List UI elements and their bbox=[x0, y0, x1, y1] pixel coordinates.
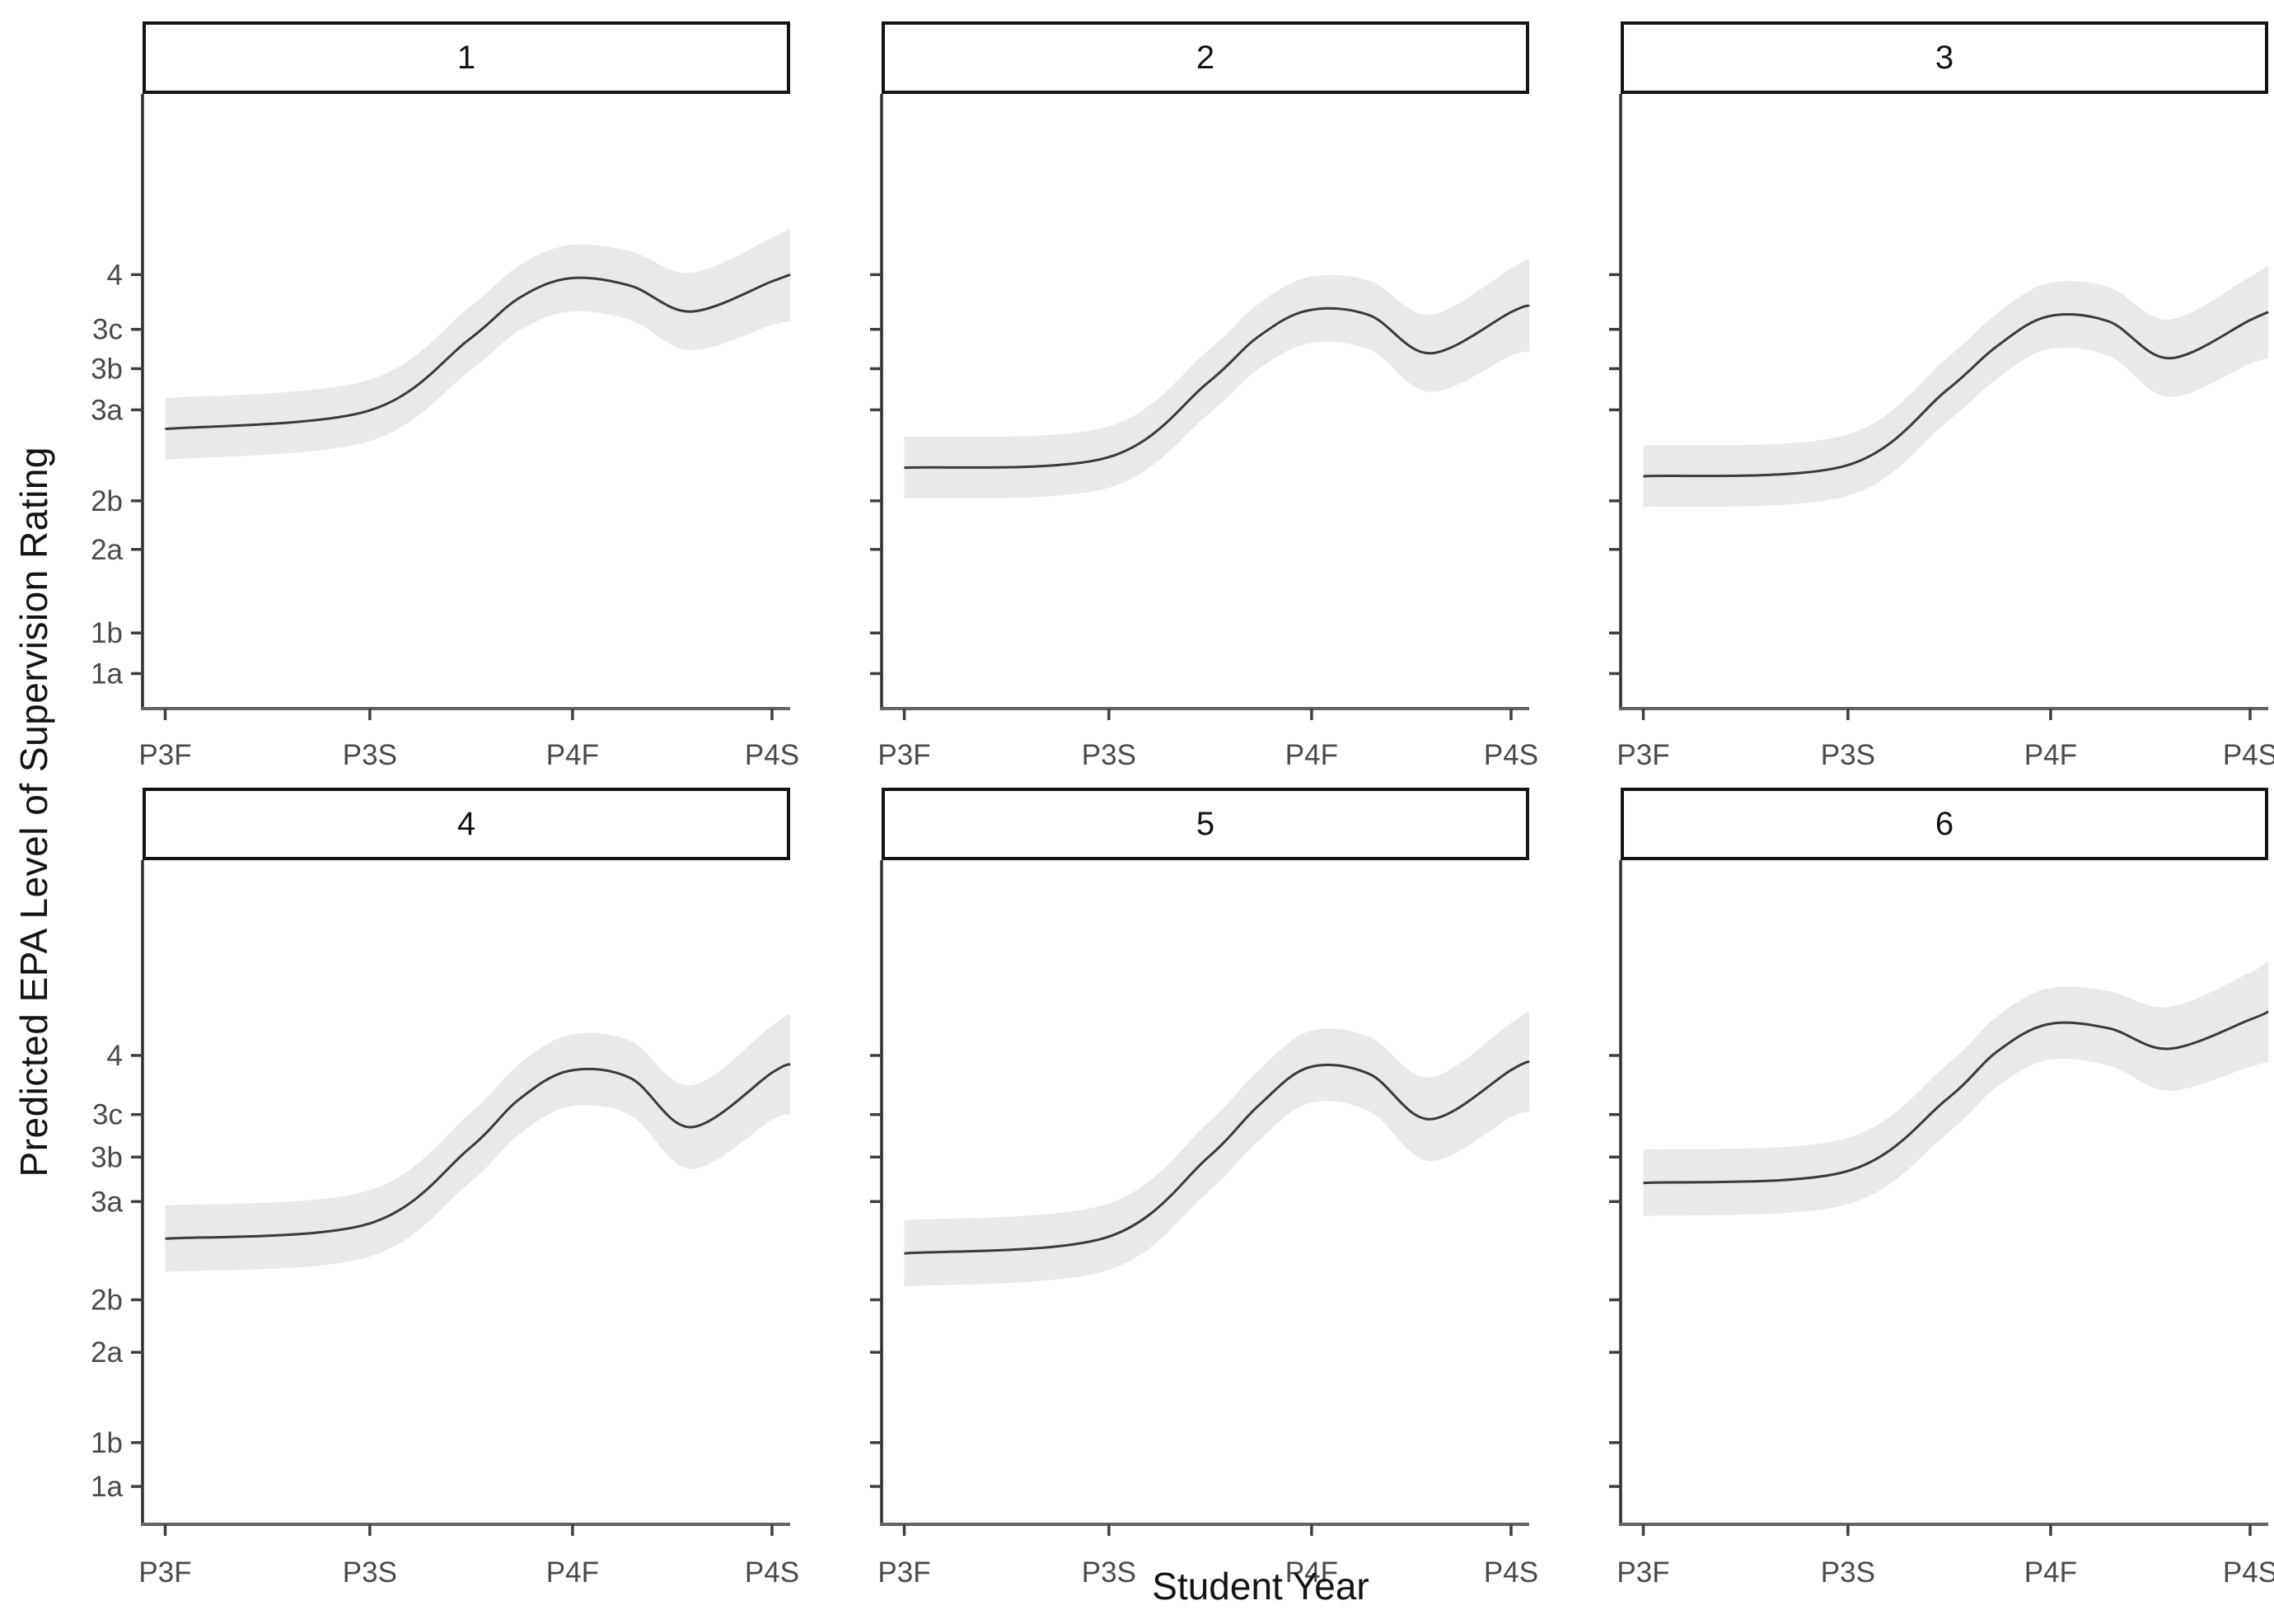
y-tick-label: 1a bbox=[91, 658, 123, 690]
x-tick-label: P4S bbox=[745, 1556, 799, 1589]
facet-strip-label: 2 bbox=[1195, 40, 1215, 76]
facet-strip-5: 5 bbox=[882, 788, 1529, 860]
y-tick-label: 3b bbox=[91, 353, 123, 385]
ci-ribbon bbox=[1643, 961, 2269, 1216]
y-tick-label: 3c bbox=[92, 1099, 123, 1131]
y-tick-label: 1b bbox=[91, 1427, 123, 1459]
x-tick-label: P3F bbox=[1617, 1556, 1669, 1589]
x-tick-label: P3S bbox=[1821, 1556, 1875, 1589]
y-tick-label: 1b bbox=[91, 617, 123, 649]
facet-strip-4: 4 bbox=[143, 788, 790, 860]
trend-line bbox=[165, 1063, 791, 1240]
x-tick-label: P4F bbox=[1285, 1556, 1338, 1589]
x-tick-label: P3F bbox=[138, 1556, 191, 1589]
y-tick-label: 3b bbox=[91, 1141, 123, 1173]
facet-strip-label: 5 bbox=[1195, 806, 1215, 842]
facet-panel-3: P3F P3S P4F P4S bbox=[1609, 94, 2274, 771]
x-tick-label: P3S bbox=[1821, 739, 1875, 771]
facet-strip-label: 3 bbox=[1935, 40, 1954, 76]
y-axis-title: Predicted EPA Level of Supervision Ratin… bbox=[12, 447, 55, 1177]
trend-line bbox=[1643, 1010, 2269, 1185]
x-tick-label: P4F bbox=[546, 739, 599, 771]
x-tick-label: P4S bbox=[1484, 739, 1538, 771]
y-tick-label: 2b bbox=[91, 1285, 123, 1317]
trend-line bbox=[1643, 311, 2269, 478]
y-tick-label: 2b bbox=[91, 485, 123, 517]
y-tick-label: 3a bbox=[91, 394, 123, 426]
facet-strip-3: 3 bbox=[1621, 21, 2268, 94]
x-tick-label: P4S bbox=[2223, 1556, 2274, 1589]
trend-line bbox=[165, 273, 791, 431]
x-axis-title: Student Year bbox=[1152, 1565, 1369, 1608]
x-tick-label: P4S bbox=[1484, 1556, 1538, 1589]
x-tick-label: P3S bbox=[1082, 739, 1136, 771]
facet-panel-4: 1a 1b 2a 2b 3a 3b 3c 4 P3F P3S P4F P4S bbox=[91, 860, 799, 1589]
x-tick-label: P4F bbox=[2024, 739, 2077, 771]
x-tick-label: P4S bbox=[2223, 739, 2274, 771]
y-tick-label: 3c bbox=[92, 314, 123, 346]
x-tick-label: P3S bbox=[343, 739, 397, 771]
facet-strip-2: 2 bbox=[882, 21, 1529, 94]
x-tick-label: P3S bbox=[343, 1556, 397, 1589]
x-tick-label: P3F bbox=[138, 739, 191, 771]
y-tick-label: 4 bbox=[107, 1040, 123, 1072]
x-tick-label: P3S bbox=[1082, 1556, 1136, 1589]
facet-panel-1: 1a 1b 2a 2b 3a 3b 3c 4 P3F P3S P4F P4S bbox=[91, 94, 799, 771]
facet-panel-6: P3F P3S P4F P4S bbox=[1609, 860, 2274, 1589]
facet-strip-label: 4 bbox=[456, 806, 476, 842]
x-tick-label: P4F bbox=[2024, 1556, 2077, 1589]
trend-line bbox=[904, 1060, 1530, 1255]
y-tick-label: 3a bbox=[91, 1186, 123, 1218]
y-tick-label: 4 bbox=[107, 259, 123, 291]
facet-strip-label: 6 bbox=[1935, 806, 1954, 842]
facet-panel-2: P3F P3S P4F P4S bbox=[870, 94, 1538, 771]
trend-line bbox=[904, 304, 1530, 470]
x-tick-label: P3F bbox=[877, 739, 930, 771]
x-tick-label: P4F bbox=[1285, 739, 1338, 771]
y-tick-label: 1a bbox=[91, 1471, 123, 1503]
facet-strip-6: 6 bbox=[1621, 788, 2268, 860]
facet-strip-label: 1 bbox=[456, 40, 476, 76]
y-tick-label: 2a bbox=[91, 1336, 123, 1369]
x-tick-label: P4S bbox=[745, 739, 799, 771]
y-tick-label: 2a bbox=[91, 534, 123, 566]
ci-ribbon bbox=[904, 258, 1530, 498]
facet-strip-1: 1 bbox=[143, 21, 790, 94]
facet-panel-5: P3F P3S P4F P4S bbox=[870, 860, 1538, 1589]
x-tick-label: P3F bbox=[877, 1556, 930, 1589]
x-tick-label: P3F bbox=[1617, 739, 1669, 771]
ci-ribbon bbox=[1643, 265, 2269, 508]
x-tick-label: P4F bbox=[546, 1556, 599, 1589]
